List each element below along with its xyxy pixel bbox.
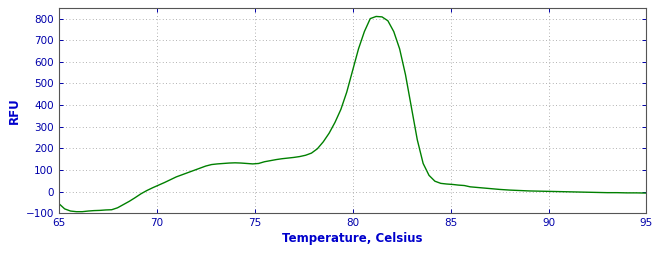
X-axis label: Temperature, Celsius: Temperature, Celsius <box>282 232 423 245</box>
Y-axis label: RFU: RFU <box>8 97 22 124</box>
